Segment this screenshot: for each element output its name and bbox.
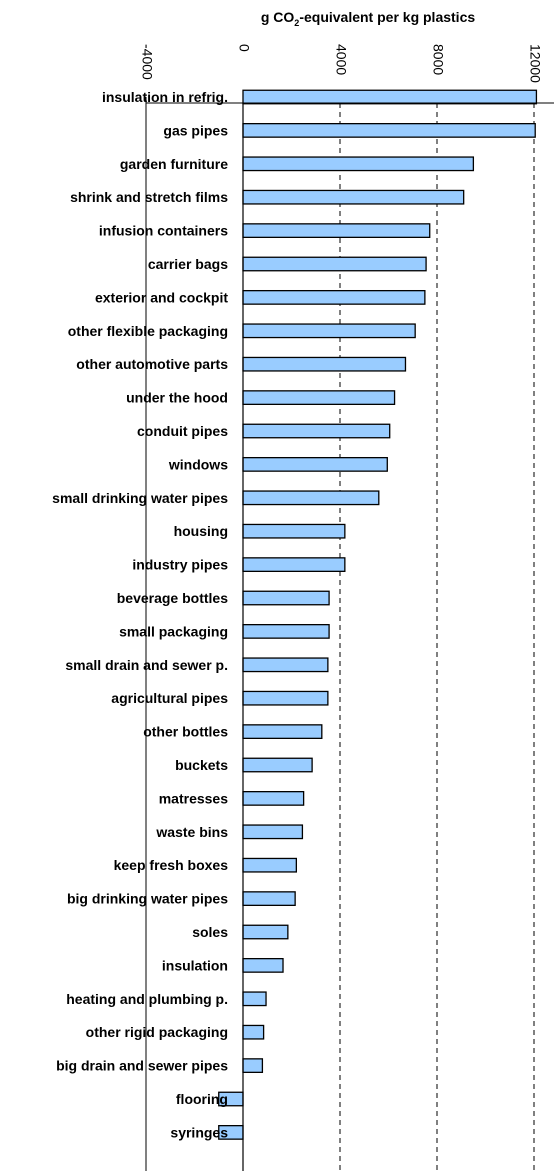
bar [242, 1024, 265, 1040]
tick-label: 4000 [333, 44, 349, 75]
bar [242, 123, 536, 138]
axes [145, 97, 554, 1171]
bar [242, 824, 304, 840]
bar [242, 724, 323, 739]
category-label: windows [168, 456, 228, 472]
chart-title: g CO2-equivalent per kg plastics [261, 9, 476, 28]
bar [242, 323, 416, 339]
category-label: small packaging [119, 623, 228, 639]
category-label: keep fresh boxes [114, 857, 229, 873]
tick-label: 8000 [430, 44, 446, 75]
bar [242, 356, 407, 372]
bar [242, 791, 305, 806]
bar [242, 690, 329, 706]
tick-label: 0 [236, 44, 252, 52]
bar [242, 590, 330, 606]
bar [242, 624, 330, 639]
gridlines [339, 103, 535, 1171]
category-labels: insulation in refrig. gas pipes garden fur… [52, 89, 228, 1140]
bar [242, 757, 313, 773]
bar [242, 423, 391, 439]
tick-label: -4000 [139, 44, 155, 80]
category-label: buckets [175, 757, 228, 773]
category-label: soles [192, 924, 228, 940]
category-label: big drinking water pipes [67, 891, 228, 907]
bar [242, 991, 267, 1007]
bar [242, 189, 465, 205]
category-label: exterior and cockpit [95, 289, 228, 305]
category-label: waste bins [155, 824, 228, 840]
bar [242, 456, 388, 472]
category-label: conduit pipes [137, 423, 228, 439]
tick-label: 12000 [527, 44, 543, 83]
bar [242, 156, 475, 172]
category-label: other automotive parts [76, 356, 228, 372]
bar [242, 891, 296, 906]
category-label: beverage bottles [117, 590, 228, 606]
category-label: under the hood [126, 390, 228, 406]
category-label: housing [174, 523, 228, 539]
category-label: heating and plumbing p. [66, 991, 228, 1007]
category-label: garden furniture [120, 156, 228, 172]
bar [242, 1058, 264, 1073]
category-label: agricultural pipes [111, 690, 228, 706]
chart-title-main: g CO [261, 9, 295, 25]
bar [242, 657, 329, 673]
x-axis-ticks: -4000 0 4000 8000 12000 [139, 44, 543, 103]
category-label: insulation in refrig. [102, 89, 228, 105]
bar [242, 256, 427, 272]
category-label: other flexible packaging [68, 323, 228, 339]
bar [242, 958, 284, 973]
bar [242, 89, 538, 105]
category-label: insulation [162, 957, 228, 973]
bar [242, 523, 346, 539]
bar [242, 390, 396, 406]
category-label: matresses [159, 790, 228, 806]
category-label: other rigid packaging [86, 1024, 228, 1040]
bar [242, 857, 297, 873]
bar [242, 557, 346, 572]
bar [242, 490, 380, 506]
category-label: carrier bags [148, 256, 228, 272]
bar [242, 223, 431, 239]
category-label: gas pipes [163, 122, 228, 138]
bar [242, 289, 426, 305]
category-label: big drain and sewer pipes [56, 1058, 228, 1074]
category-label: small drinking water pipes [52, 490, 228, 506]
chart-title-subscript: 2 [294, 18, 299, 28]
category-label: flooring [176, 1091, 228, 1107]
category-label: industry pipes [132, 557, 228, 573]
category-label: infusion containers [99, 223, 228, 239]
category-label: small drain and sewer p. [65, 657, 228, 673]
bar [242, 924, 289, 940]
bars [218, 89, 538, 1140]
chart-title-rest: -equivalent per kg plastics [299, 9, 475, 25]
category-label: other bottles [143, 724, 228, 740]
category-label: syringes [170, 1124, 228, 1140]
category-label: shrink and stretch films [70, 189, 228, 205]
